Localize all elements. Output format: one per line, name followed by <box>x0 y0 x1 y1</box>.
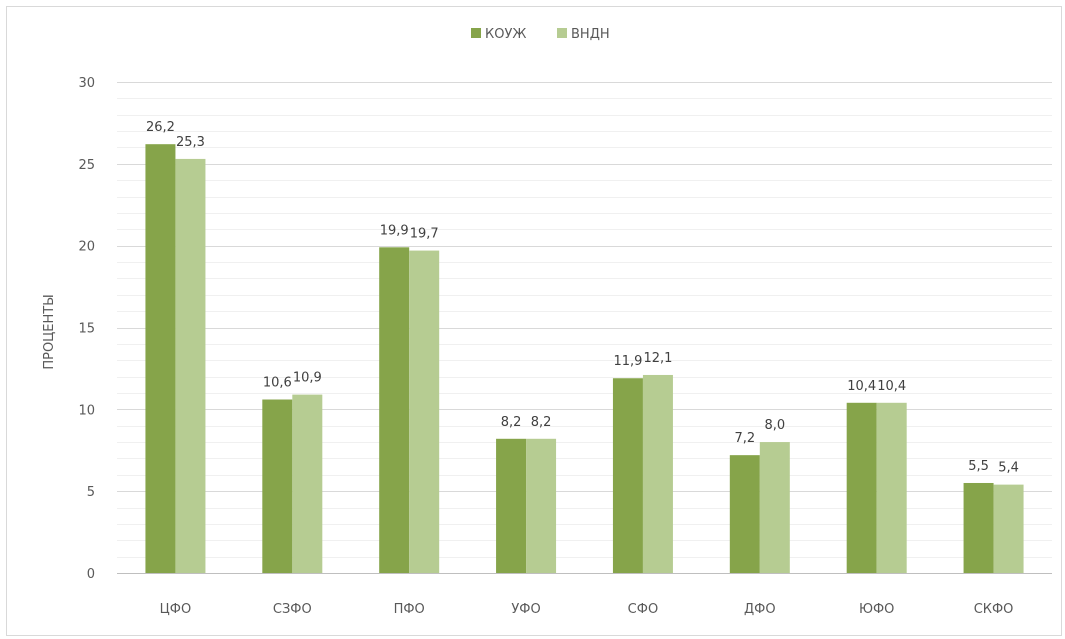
data-label: 19,7 <box>410 227 439 242</box>
bar-vndn <box>876 402 907 573</box>
data-label: 11,9 <box>613 354 642 369</box>
bar-vndn <box>175 158 206 573</box>
data-label: 5,5 <box>968 459 989 474</box>
data-label: 8,2 <box>531 415 552 430</box>
legend-label: КОУЖ <box>485 27 526 42</box>
bar-vndn <box>292 394 323 573</box>
bar-kouzh <box>262 399 293 573</box>
legend-swatch <box>557 28 567 38</box>
data-label: 8,0 <box>764 418 785 433</box>
bar-vndn <box>993 484 1024 573</box>
data-label: 12,1 <box>643 351 672 366</box>
category-label: ДФО <box>744 602 776 617</box>
bar-kouzh <box>496 438 527 573</box>
data-label: 19,9 <box>380 223 409 238</box>
category-label: ПФО <box>394 602 425 617</box>
bar-kouzh <box>729 455 760 573</box>
data-label: 7,2 <box>734 431 755 446</box>
axes: 0 5 10 15 20 25 30 ЦФО СЗФО ПФО УФО СФО ДФО ЮФО СКФО <box>78 76 1052 617</box>
bar-kouzh <box>145 144 176 573</box>
bar-kouzh <box>963 482 994 573</box>
category-label: СЗФО <box>273 602 312 617</box>
chart-frame: 26,2 25,3 10,6 10,9 19,9 19,7 8,2 8,2 11,9 12,1 7,… <box>6 6 1062 636</box>
category-label: СФО <box>628 602 659 617</box>
y-tick-label: 5 <box>87 485 95 500</box>
category-label: ЦФО <box>160 602 192 617</box>
y-tick-label: 15 <box>78 322 95 337</box>
bar-vndn <box>526 438 557 573</box>
data-label: 10,9 <box>293 371 322 386</box>
y-tick-label: 0 <box>87 567 95 582</box>
bar-vndn <box>759 442 790 573</box>
bar-vndn <box>409 250 440 573</box>
data-label: 10,6 <box>263 376 292 391</box>
y-tick-label: 10 <box>78 403 95 418</box>
bar-kouzh <box>846 402 877 573</box>
data-label: 26,2 <box>146 120 175 135</box>
data-label: 5,4 <box>998 461 1019 476</box>
data-label: 10,4 <box>847 379 876 394</box>
y-tick-label: 30 <box>78 76 95 91</box>
gridlines <box>117 82 1052 574</box>
category-label: СКФО <box>974 602 1014 617</box>
category-label: ЮФО <box>859 602 894 617</box>
data-label: 10,4 <box>877 379 906 394</box>
bars <box>145 144 1024 573</box>
data-labels: 26,225,3 10,6 10,9 19,9 19,7 8,2 8,2 11,9 12,1 7,… <box>146 120 1019 475</box>
data-label: 8,2 <box>501 415 522 430</box>
bar-chart: 26,225,3 10,6 10,9 19,9 19,7 8,2 8,2 11,9 12,1 7,… <box>42 27 1052 617</box>
category-label: УФО <box>511 602 540 617</box>
bar-vndn <box>642 374 673 573</box>
data-label: 25,3 <box>176 135 205 150</box>
legend-label: ВНДН <box>571 27 610 42</box>
y-tick-label: 25 <box>78 158 95 173</box>
legend-swatch <box>471 28 481 38</box>
y-tick-label: 20 <box>78 240 95 255</box>
bar-kouzh <box>612 378 643 573</box>
y-axis-title: ПРОЦЕНТЫ <box>42 294 57 369</box>
legend: КОУЖ ВНДН <box>471 27 610 42</box>
bar-kouzh <box>379 247 410 573</box>
